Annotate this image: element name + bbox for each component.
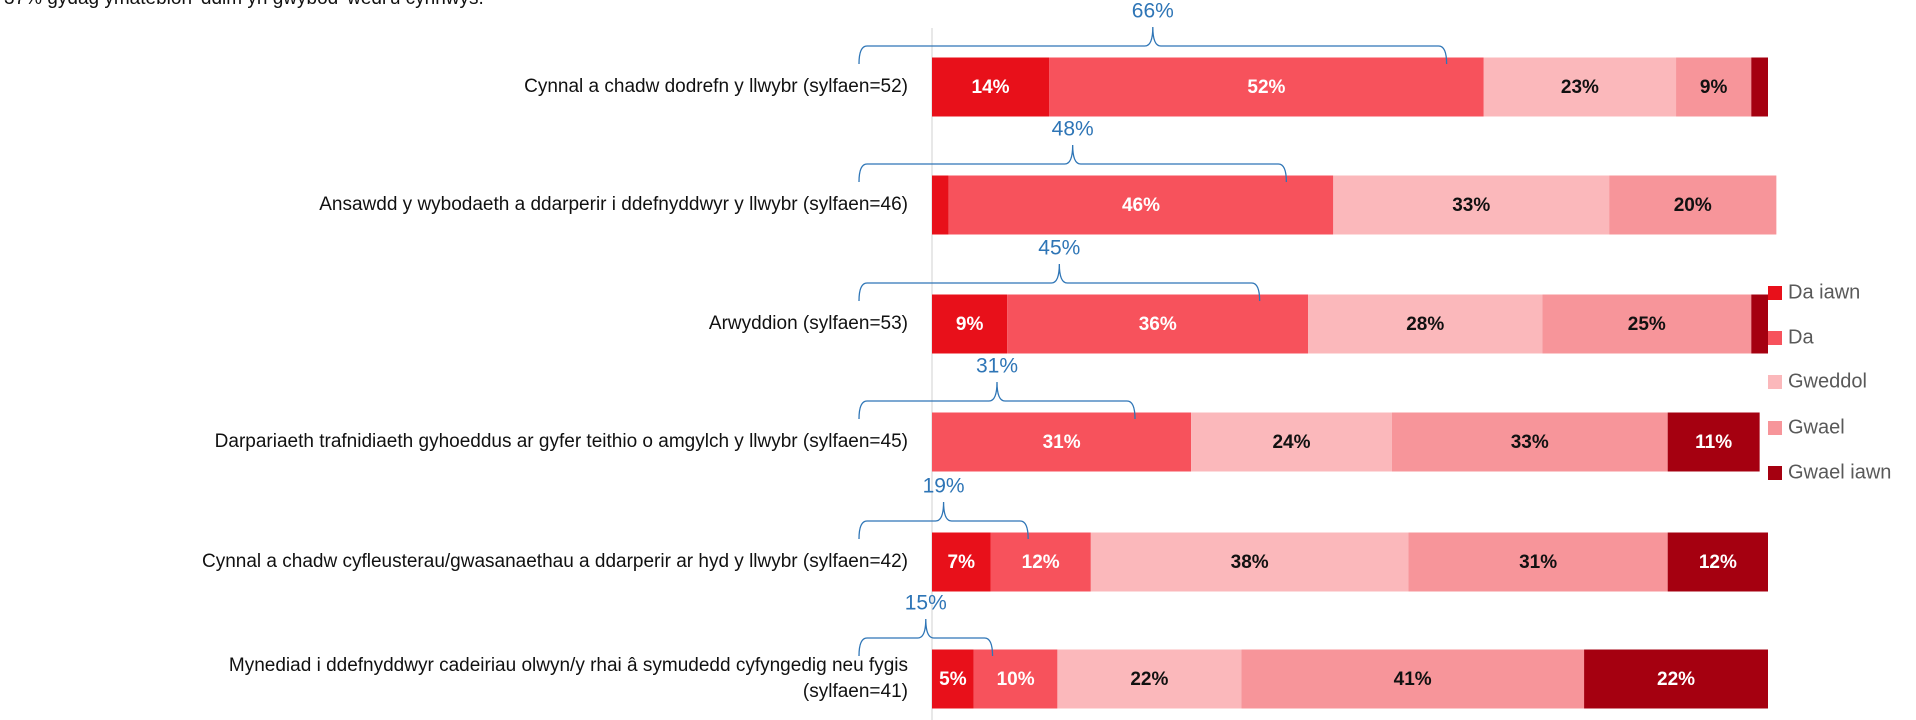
category-label: Ansawdd y wybodaeth a ddarperir i ddefny… (319, 194, 908, 215)
data-label: 23% (1561, 77, 1599, 98)
data-label: 36% (1139, 314, 1177, 335)
category-label: Arwyddion (sylfaen=53) (708, 313, 908, 334)
total-bracket (858, 381, 1136, 420)
bar-segment (1584, 649, 1768, 709)
total-label: 15% (905, 592, 947, 615)
legend-swatch (1768, 421, 1782, 435)
total-label: 19% (923, 475, 965, 498)
data-label: 10% (997, 669, 1035, 690)
data-label: 20% (1674, 195, 1712, 216)
total-bracket (858, 618, 994, 657)
legend-swatch (1768, 331, 1782, 345)
bar-segment (948, 175, 1334, 235)
data-label: 38% (1231, 552, 1269, 573)
bar-segment (1751, 294, 1768, 354)
total-label: 66% (1132, 0, 1174, 23)
bar-segment (1667, 412, 1760, 472)
data-label: 28% (1406, 314, 1444, 335)
bar-segment (1542, 294, 1752, 354)
category-label: Darpariaeth trafnidiaeth gyhoeddus ar gy… (214, 431, 908, 452)
legend-swatch (1768, 286, 1782, 300)
bar-segment (1751, 57, 1768, 117)
category-label: Cynnal a chadw dodrefn y llwybr (sylfaen… (524, 76, 908, 97)
bar-segment (990, 532, 1091, 592)
bar-segment (932, 649, 974, 709)
bar-segment (1676, 57, 1752, 117)
bar-segment (1007, 294, 1309, 354)
legend-label: Gweddol (1788, 370, 1867, 392)
bar-segment (1049, 57, 1484, 117)
bar-segment (1667, 532, 1768, 592)
data-label: 22% (1657, 669, 1695, 690)
legend-label: Gwael (1788, 416, 1845, 438)
bar-segment (932, 57, 1050, 117)
data-label: 9% (1700, 77, 1728, 98)
data-label: 31% (1043, 432, 1081, 453)
data-label: 12% (1699, 552, 1737, 573)
data-label: 31% (1519, 552, 1557, 573)
legend-swatch (1768, 375, 1782, 389)
total-label: 45% (1038, 237, 1080, 260)
data-label: 24% (1272, 432, 1310, 453)
data-label: 33% (1452, 195, 1490, 216)
bar-segment (932, 412, 1192, 472)
bar-segment (1391, 412, 1668, 472)
data-label: 52% (1247, 77, 1285, 98)
bar-segment (932, 175, 949, 235)
bar-segment (932, 294, 1008, 354)
bar-segment (1057, 649, 1242, 709)
data-label: 22% (1130, 669, 1168, 690)
data-label: 5% (939, 669, 967, 690)
total-label: 48% (1052, 118, 1094, 141)
bar-segment (932, 532, 991, 592)
data-label: 9% (956, 314, 984, 335)
total-label: 31% (976, 355, 1018, 378)
data-label: 25% (1628, 314, 1666, 335)
bar-segment (1308, 294, 1543, 354)
bar-segment (973, 649, 1058, 709)
bar-segment (1333, 175, 1610, 235)
total-bracket (858, 501, 1029, 540)
bar-segment (1408, 532, 1668, 592)
category-label: Cynnal a chadw cyfleusterau/gwasanaethau… (201, 551, 908, 572)
data-label: 46% (1122, 195, 1160, 216)
data-label: 41% (1394, 669, 1432, 690)
bar-segment (1090, 532, 1409, 592)
category-label: Mynediad i ddefnyddwyr cadeiriau olwyn/y… (228, 655, 908, 702)
total-bracket (858, 144, 1288, 183)
total-bracket (858, 26, 1448, 65)
bar-segment (1241, 649, 1585, 709)
data-label: 7% (948, 552, 976, 573)
bar-segment (1609, 175, 1777, 235)
data-label: 12% (1022, 552, 1060, 573)
data-label: 11% (1695, 432, 1732, 453)
legend-label: Da iawn (1788, 281, 1860, 303)
data-label: 33% (1511, 432, 1549, 453)
bar-segment (1191, 412, 1392, 472)
note: 37% gydag ymatebion 'ddim yn gwybod' wed… (4, 0, 484, 10)
data-label: 14% (972, 77, 1010, 98)
legend-label: Da (1788, 326, 1814, 348)
legend-swatch (1768, 466, 1782, 480)
legend-label: Gwael iawn (1788, 461, 1891, 483)
total-bracket (858, 263, 1261, 302)
bar-segment (1483, 57, 1677, 117)
